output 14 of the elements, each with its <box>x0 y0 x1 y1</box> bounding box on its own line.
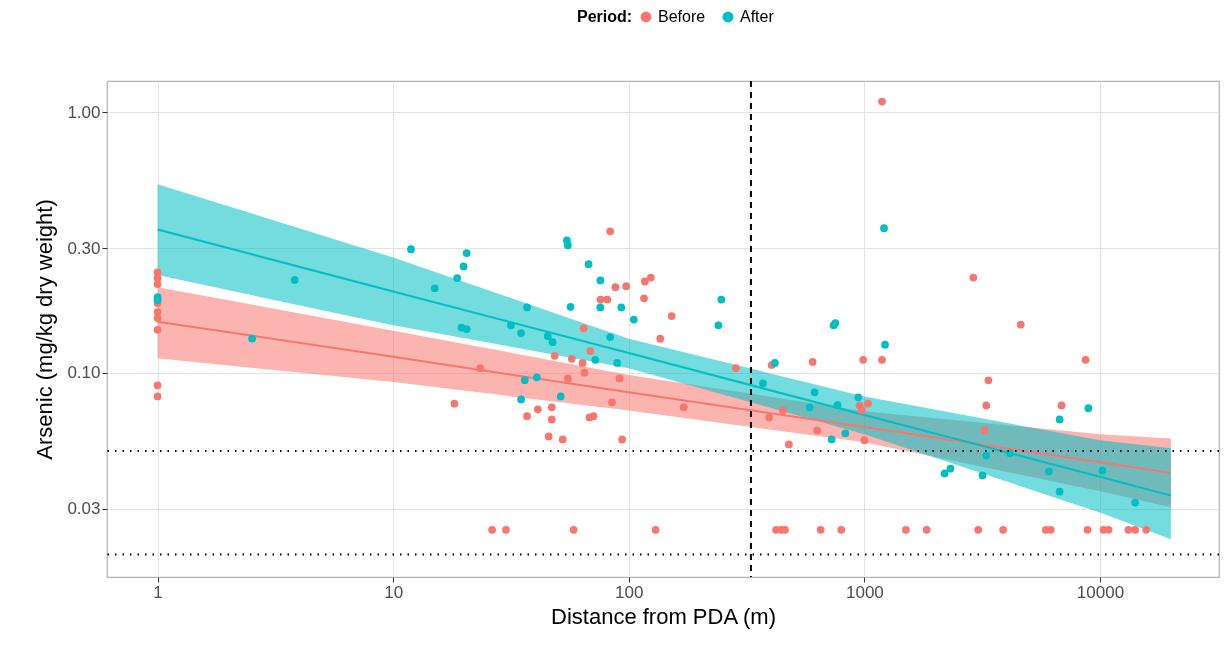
x-tick-label: 10 <box>384 582 404 602</box>
x-tick-label: 100 <box>615 582 644 602</box>
y-tick-label: 0.03 <box>67 499 101 519</box>
y-axis-title: Arsenic (mg/kg dry weight) <box>32 199 58 460</box>
x-tick-label: 1000 <box>845 582 884 602</box>
x-tick-label: 10000 <box>1076 582 1125 602</box>
legend-label: Before <box>658 8 706 25</box>
x-tick-label: 1 <box>153 582 163 602</box>
y-tick-label: 1.00 <box>67 102 101 122</box>
y-tick-label: 0.10 <box>67 363 101 383</box>
y-tick-label: 0.30 <box>67 238 101 258</box>
legend-title: Period: <box>577 8 633 25</box>
x-axis-title: Distance from PDA (m) <box>551 603 776 629</box>
legend-label: After <box>740 8 775 25</box>
